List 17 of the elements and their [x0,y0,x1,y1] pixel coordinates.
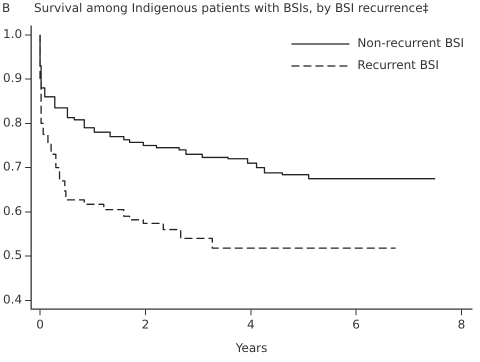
y-tick-label: 0.4 [2,292,22,306]
x-axis-title: Years [234,340,268,355]
y-tick-label: 0.9 [2,71,22,86]
chart-title: Survival among Indigenous patients with BSIs, by BSI recurrence‡ [34,1,429,16]
y-tick-label: 0.6 [2,204,22,218]
y-tick-label: 0.8 [2,115,22,130]
x-tick-label: 8 [458,318,466,332]
legend-label: Non-recurrent BSI [357,36,464,50]
x-tick-label: 2 [142,318,150,332]
y-tick-label: 0.7 [2,160,22,174]
legend-label: Recurrent BSI [357,58,439,72]
text: B [2,1,10,16]
y-tick-label: 0.5 [2,248,22,262]
x-tick-label: 0 [36,318,44,332]
x-tick-label: 6 [352,318,360,332]
x-tick-label: 4 [246,318,255,332]
y-tick-label: 1.0 [2,26,22,41]
